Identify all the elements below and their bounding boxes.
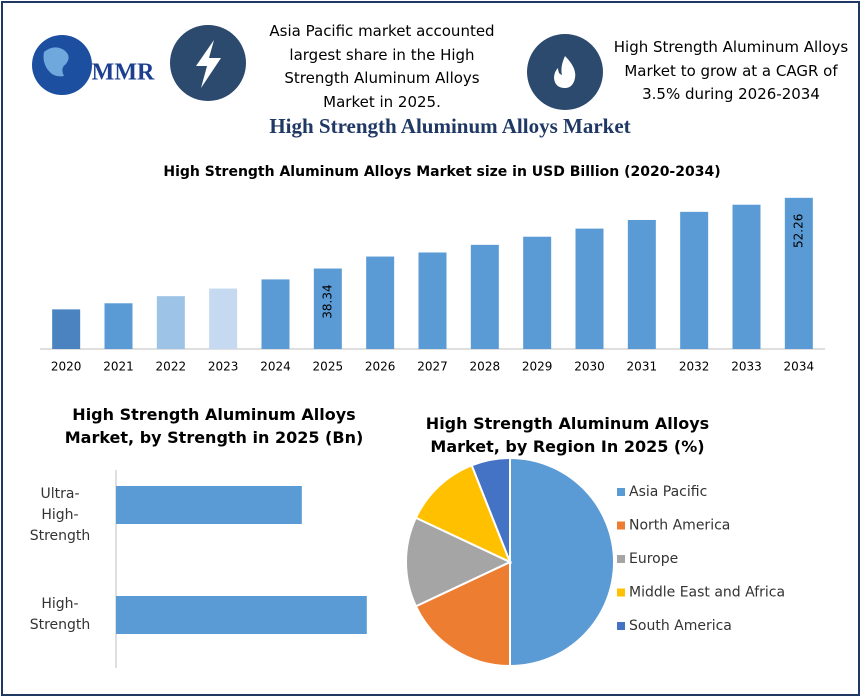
bar bbox=[116, 486, 302, 524]
bar bbox=[680, 211, 709, 349]
x-tick-label: 2025 bbox=[313, 360, 344, 374]
bar bbox=[627, 219, 656, 349]
x-tick-label: 2023 bbox=[208, 360, 239, 374]
pie-slice bbox=[470, 456, 511, 563]
note-left: Asia Pacific market accounted largest sh… bbox=[269, 22, 495, 111]
legend-swatch bbox=[617, 555, 625, 563]
x-tick-label: 2031 bbox=[627, 360, 658, 374]
legend-swatch bbox=[617, 521, 625, 530]
pie-slice bbox=[405, 516, 513, 608]
x-tick-label: 2027 bbox=[417, 360, 448, 374]
x-tick-label: 2030 bbox=[574, 360, 605, 374]
bar bbox=[784, 197, 813, 349]
value-label: 52.26 bbox=[791, 214, 805, 248]
y-tick-label: High-Strength bbox=[29, 596, 91, 633]
bar bbox=[116, 596, 367, 634]
chart-title: High Strength Aluminum Alloys Market, by… bbox=[425, 414, 710, 456]
pie-slice bbox=[414, 464, 512, 564]
bar bbox=[261, 279, 290, 349]
main-title: High Strength Aluminum Alloys Market bbox=[269, 114, 630, 138]
x-tick-label: 2026 bbox=[365, 360, 396, 374]
legend-label: North America bbox=[629, 518, 730, 534]
x-tick-label: 2024 bbox=[260, 360, 291, 374]
bolt-icon bbox=[196, 40, 221, 88]
flame-icon bbox=[554, 56, 576, 88]
x-tick-label: 2034 bbox=[784, 360, 815, 374]
logo-text: MMR bbox=[92, 60, 155, 86]
legend-label: Asia Pacific bbox=[629, 484, 707, 500]
bar bbox=[156, 296, 185, 349]
x-tick-label: 2022 bbox=[156, 360, 187, 374]
x-tick-label: 2029 bbox=[522, 360, 553, 374]
chart-title: High Strength Aluminum Alloys Market siz… bbox=[163, 164, 720, 180]
bar bbox=[732, 204, 761, 349]
pie-slice bbox=[414, 560, 511, 668]
y-tick-label: Ultra-High-Strength bbox=[29, 486, 91, 544]
x-tick-label: 2032 bbox=[679, 360, 710, 374]
bar bbox=[104, 303, 133, 349]
legend-label: Europe bbox=[629, 551, 678, 567]
bar bbox=[52, 309, 81, 349]
x-tick-label: 2033 bbox=[731, 360, 762, 374]
legend-swatch bbox=[617, 488, 625, 496]
legend-label: South America bbox=[629, 618, 732, 634]
bar bbox=[470, 244, 499, 349]
bar bbox=[313, 268, 342, 349]
x-tick-label: 2028 bbox=[470, 360, 501, 374]
chart-title: High Strength Aluminum Alloys Market, by… bbox=[64, 405, 364, 447]
bar bbox=[575, 228, 604, 349]
bar bbox=[209, 288, 238, 349]
legend-swatch bbox=[617, 622, 625, 630]
x-tick-label: 2021 bbox=[103, 360, 134, 374]
x-tick-label: 2020 bbox=[51, 360, 82, 374]
pie-slice bbox=[509, 456, 615, 668]
legend-label: Middle East and Africa bbox=[629, 585, 785, 601]
logo-land bbox=[43, 47, 69, 77]
legend-swatch bbox=[617, 588, 625, 597]
bar bbox=[418, 252, 447, 349]
value-label: 38.34 bbox=[320, 284, 334, 318]
logo: MMR bbox=[32, 35, 155, 95]
bar bbox=[523, 236, 552, 349]
note-right: High Strength Aluminum Alloys Market to … bbox=[613, 38, 849, 103]
bar bbox=[366, 256, 395, 349]
